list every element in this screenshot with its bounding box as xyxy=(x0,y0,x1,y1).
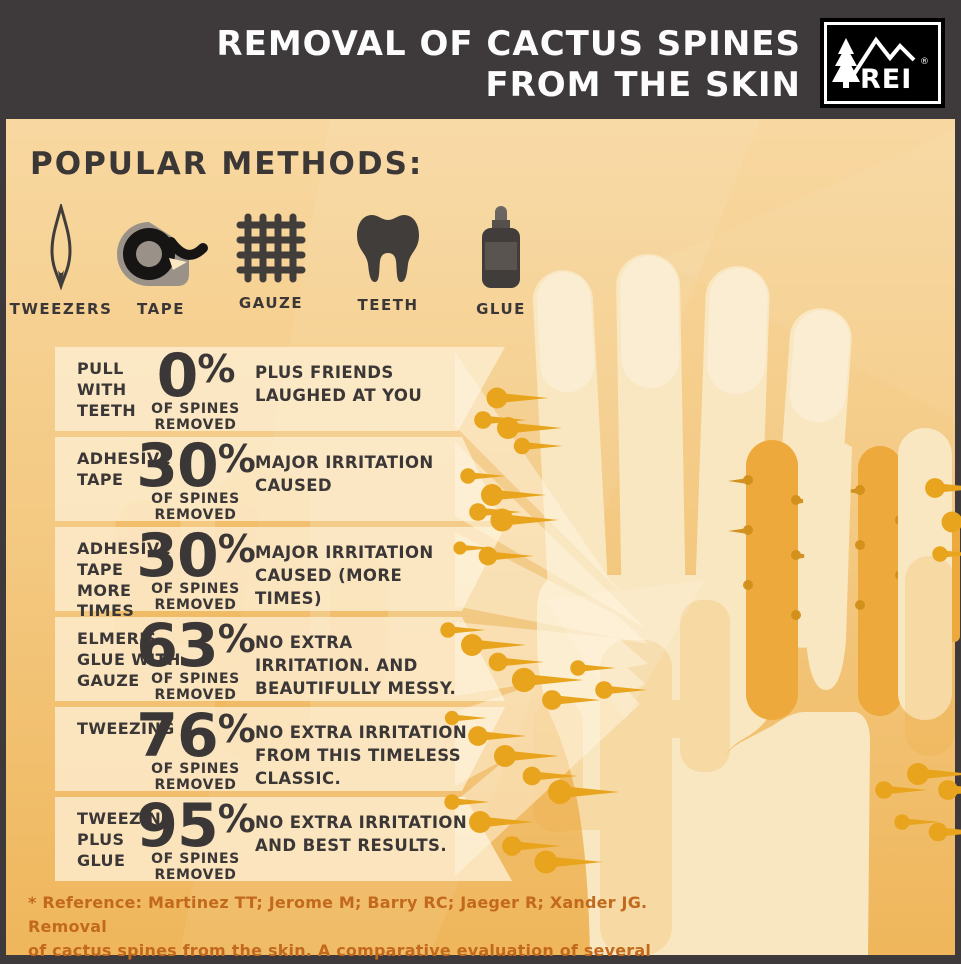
row-note: NO EXTRA IRRITATION AND BEST RESULTS. xyxy=(255,813,468,856)
result-row-tweezing: TWEEZING 76% OF SPINES REMOVED NO EXTRA … xyxy=(55,706,470,793)
method-item-gauze: GAUZE xyxy=(215,198,327,318)
gauze-icon xyxy=(215,198,327,284)
svg-text:REI: REI xyxy=(860,64,912,95)
method-label: TAPE xyxy=(137,300,185,318)
row-percent: 0% OF SPINES REMOVED xyxy=(123,346,268,434)
method-item-tweezers: TWEEZERS xyxy=(5,198,117,318)
method-item-tape: TAPE xyxy=(105,198,217,318)
wedge-trails xyxy=(455,352,648,876)
page-title-line2: FROM THE SKIN xyxy=(485,65,801,106)
percent-sub-label: OF SPINES REMOVED xyxy=(151,401,240,434)
spine-droplets xyxy=(440,387,961,874)
percent-symbol: % xyxy=(217,437,256,481)
row-note: PLUS FRIENDS LAUGHED AT YOU xyxy=(255,363,423,406)
row-percent: 63% OF SPINES REMOVED xyxy=(123,616,268,703)
reference-line2: of cactus spines from the skin. A compar… xyxy=(28,941,652,960)
method-label: GAUZE xyxy=(238,294,304,312)
method-item-glue: GLUE xyxy=(445,198,557,318)
percent-symbol: % xyxy=(217,707,256,751)
cactus-illustration xyxy=(728,440,960,720)
reference-line1: * Reference: Martinez TT; Jerome M; Barr… xyxy=(28,893,648,936)
percent-symbol: % xyxy=(217,617,256,661)
row-percent: 95% OF SPINES REMOVED xyxy=(123,796,268,883)
result-row-adhesive-tape-more-times: ADHESIVE TAPE MORE TIMES 30% OF SPINES R… xyxy=(55,526,470,620)
section-heading-popular-methods: POPULAR METHODS: xyxy=(30,146,424,182)
row-note: NO EXTRA IRRITATION. AND BEAUTIFULLY MES… xyxy=(255,633,457,699)
row-note: MAJOR IRRITATION CAUSED (MORE TIMES) xyxy=(255,543,434,609)
rei-logo-frame: REI ® xyxy=(824,22,941,104)
result-row-adhesive-tape: ADHESIVE TAPE 30% OF SPINES REMOVED MAJO… xyxy=(55,436,470,523)
tweezers-icon xyxy=(5,198,117,290)
glue-icon xyxy=(445,198,557,290)
tape-icon xyxy=(105,198,217,290)
hand-highlights xyxy=(536,256,850,720)
thumb-and-wrist xyxy=(700,428,952,955)
percent-symbol: % xyxy=(197,347,235,391)
result-row-elmers-glue-with-gauze: ELMER'S GLUE WITH GAUZE 63% OF SPINES RE… xyxy=(55,616,470,703)
reference-footnote: * Reference: Martinez TT; Jerome M; Barr… xyxy=(28,891,668,964)
row-percent: 30% OF SPINES REMOVED xyxy=(123,526,268,613)
result-row-pull-with-teeth: PULL WITH TEETH 0% OF SPINES REMOVED PLU… xyxy=(55,346,470,434)
page-title: REMOVAL OF CACTUS SPINES FROM THE SKIN xyxy=(216,24,801,107)
method-label: GLUE xyxy=(476,300,526,318)
row-note: MAJOR IRRITATION CAUSED xyxy=(255,453,434,496)
method-label: TEETH xyxy=(357,296,419,314)
percent-symbol: % xyxy=(217,527,256,571)
rei-logo-graphic: REI ® xyxy=(832,36,929,95)
rei-logo: REI ® xyxy=(820,18,945,108)
svg-text:®: ® xyxy=(920,57,929,67)
page-title-line1: REMOVAL OF CACTUS SPINES xyxy=(216,24,801,64)
row-note: NO EXTRA IRRITATION FROM THIS TIMELESS C… xyxy=(255,723,468,789)
hand-illustration xyxy=(532,254,852,955)
percent-symbol: % xyxy=(217,797,256,841)
tooth-icon xyxy=(332,198,444,286)
light-streak xyxy=(660,130,955,420)
row-percent: 30% OF SPINES REMOVED xyxy=(123,436,268,523)
method-label: TWEEZERS xyxy=(9,300,113,318)
row-percent: 76% OF SPINES REMOVED xyxy=(123,706,268,793)
result-row-tweezing-plus-glue: TWEEZING PLUS GLUE 95% OF SPINES REMOVED… xyxy=(55,796,470,883)
method-item-teeth: TEETH xyxy=(332,198,444,318)
